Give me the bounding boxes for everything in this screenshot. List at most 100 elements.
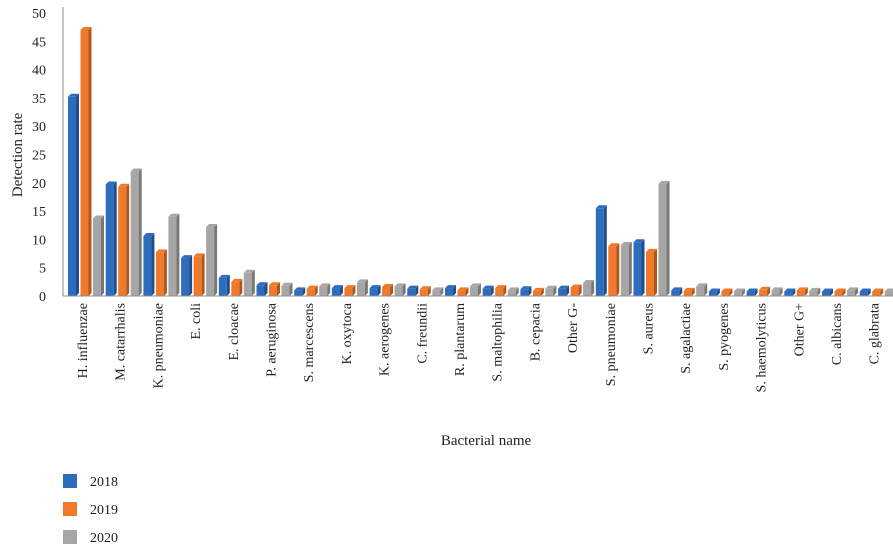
bar-2018 [407,285,419,296]
y-tick-label: 10 [32,233,46,248]
x-tick-label: C. freundii [415,303,430,364]
bar-2020 [93,215,104,296]
x-axis-title: Bacterial name [441,433,532,449]
bar-2019 [570,284,582,296]
bar-2018 [143,233,155,296]
y-tick-label: 20 [32,177,46,192]
bar-2019 [457,287,469,296]
bar-2019 [269,282,280,296]
bar-2020 [847,287,858,296]
bar-2018 [218,274,230,296]
bar-2020 [394,283,406,296]
bar-2020 [319,283,331,296]
x-tick-label: S. marcescens [302,303,317,382]
bar-2018 [482,285,494,296]
y-tick-label: 15 [32,205,46,220]
bar-2019 [495,285,507,296]
bar-2019 [80,26,92,296]
y-tick-label: 5 [39,262,46,277]
x-tick-label: S. agalactiae [679,303,694,374]
bar-2019 [721,288,733,296]
legend-swatch [63,530,77,544]
bar-2020 [733,288,745,296]
x-tick-label: H. influenzae [76,303,91,378]
bar-2018 [746,288,758,296]
x-tick-label: P. aeruginosa [265,302,280,377]
y-tick-label: 50 [32,7,46,22]
x-tick-label: E. cloacae [227,303,242,361]
y-tick-label: 25 [32,149,46,164]
bar-2018 [369,285,381,296]
x-tick-label: K. pneumoniae [151,303,166,389]
x-tick-label: B. cepacia [528,302,543,361]
x-tick-label: K. aerogenes [378,303,393,376]
bar-2018 [671,287,683,296]
bar-2019 [118,183,130,296]
bars [68,26,893,296]
y-tick-label: 0 [39,290,46,305]
y-tick-label: 30 [32,120,46,135]
x-tick-label: S. pneumoniae [604,303,619,386]
legend-swatch [63,474,77,488]
legend-item: 2019 [63,502,118,518]
y-axis: 0 5 10 15 20 25 30 35 40 45 50 [32,7,64,305]
legend-swatch [63,502,77,516]
x-tick-label: S. haemolyticus [755,303,770,392]
bar-2019 [608,243,620,296]
bar-2019 [759,286,771,296]
bar-2018 [859,288,871,296]
bar-2020 [583,279,595,296]
x-tick-label: S. pyogenes [717,303,732,371]
y-axis-title: Detection rate [10,112,26,197]
bar-2018 [105,181,117,296]
x-tick-label: S. aureus [642,303,657,354]
bar-2020 [696,283,708,296]
bar-2020 [809,287,821,296]
x-tick-label: C. glabrata [868,302,883,364]
bar-2019 [382,283,394,296]
x-tick-label: K. oxytoca [340,302,355,364]
x-tick-label: S. maltophilia [491,302,506,381]
bar-2019 [231,278,243,296]
legend-label: 2018 [90,475,118,490]
bar-2018 [331,285,343,296]
x-axis: H. influenzae M. catarrhalis K. pneumoniae… [63,295,893,392]
legend-label: 2019 [90,503,118,518]
bar-2020 [545,285,557,296]
bar-2018 [68,93,79,296]
bar-2020 [507,287,519,296]
y-tick-label: 45 [32,35,46,50]
bar-2019 [796,287,808,296]
bar-2018 [256,282,268,296]
bar-2020 [658,180,670,296]
bar-2020 [884,288,893,296]
legend-label: 2020 [90,531,118,546]
bar-2018 [822,288,833,296]
bar-2020 [130,168,142,296]
x-tick-label: E. coli [189,303,204,340]
legend: 2018 2019 2020 [63,474,118,546]
bar-2020 [432,287,444,296]
bar-2020 [771,287,783,296]
bar-2020 [243,269,255,296]
bar-2019 [646,248,657,296]
bar-2018 [708,288,720,296]
x-tick-label: C. albicans [830,303,845,365]
legend-item: 2020 [63,530,118,546]
bar-2020 [356,279,368,296]
bar-2019 [155,249,167,296]
bar-2020 [206,223,218,296]
bar-2018 [633,239,645,296]
bar-2020 [620,242,632,296]
y-tick-label: 35 [32,92,46,107]
bar-2019 [872,288,884,296]
bar-2018 [445,285,456,296]
bar-2019 [834,288,846,296]
bar-2019 [344,285,356,296]
bar-2018 [181,255,193,296]
bar-2018 [595,205,607,296]
legend-item: 2018 [63,474,118,490]
bar-2018 [784,288,796,296]
bar-2018 [558,285,570,296]
